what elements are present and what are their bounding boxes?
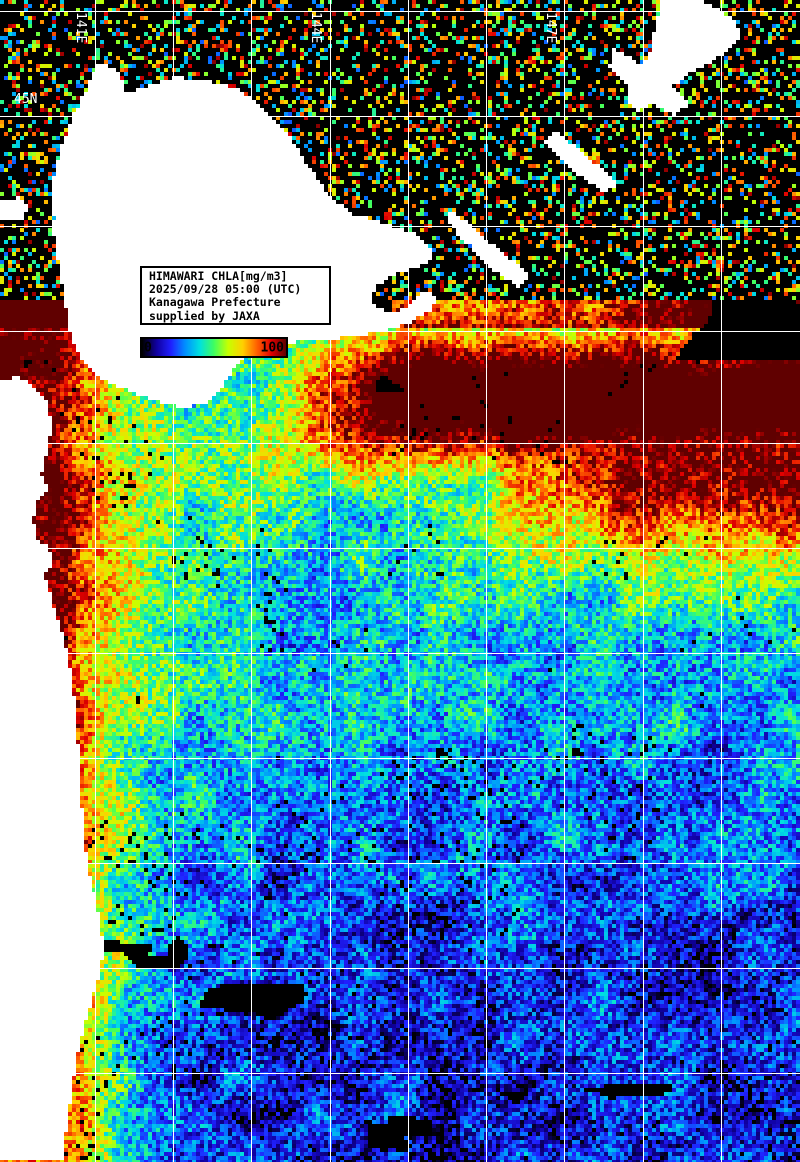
- chlorophyll-colorbar: 0 100: [140, 337, 288, 358]
- product-info-box: HIMAWARI CHLA[mg/m3] 2025/09/28 05:00 (U…: [140, 266, 331, 325]
- product-timestamp: 2025/09/28 05:00 (UTC): [149, 282, 302, 297]
- longitude-label-2: 147E: [543, 12, 558, 44]
- product-title: HIMAWARI CHLA[mg/m3]: [149, 269, 288, 283]
- colorbar-gradient: [142, 339, 286, 356]
- colorbar-min-label: 0: [144, 340, 152, 355]
- colorbar-max-label: 100: [260, 340, 284, 355]
- latitude-label-0: 45N: [14, 92, 38, 107]
- product-supplier: supplied by JAXA: [149, 308, 260, 323]
- longitude-label-1: 144E: [308, 12, 323, 44]
- longitude-label-0: 141E: [73, 12, 88, 44]
- product-region: Kanagawa Prefecture: [149, 295, 281, 310]
